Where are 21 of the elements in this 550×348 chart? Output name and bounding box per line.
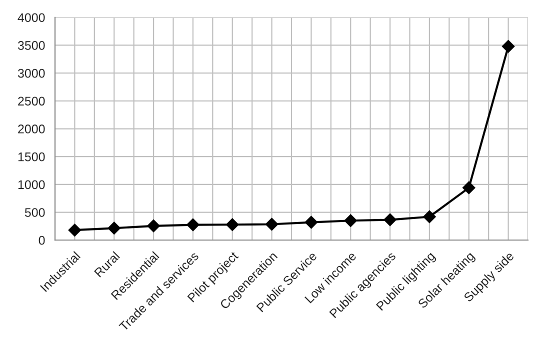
y-tick-label: 1500 [18,152,45,162]
point [186,218,200,232]
point [462,181,476,194]
point [423,210,436,224]
y-tick-label: 500 [24,208,45,217]
point [226,218,239,232]
point [68,224,82,237]
point [344,214,358,228]
point [265,218,278,231]
y-tick-label: 2000 [18,124,45,134]
point [304,216,318,229]
y-tick-label: 3000 [18,68,45,78]
point [502,40,515,53]
point [147,220,160,232]
y-tick-label: 1000 [18,180,45,190]
y-tick-label: 0 [38,236,45,245]
point [108,222,121,235]
y-tick-label: 3500 [18,41,45,50]
point [384,213,396,226]
y-tick-label: 4000 [18,13,45,22]
y-tick-label: 2500 [18,96,45,106]
